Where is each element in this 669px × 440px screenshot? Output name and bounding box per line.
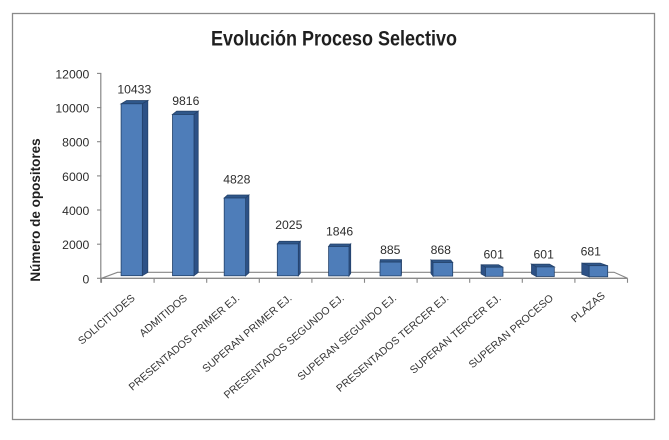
svg-text:0: 0 [83,272,90,286]
svg-text:9816: 9816 [172,94,199,108]
svg-text:601: 601 [484,248,505,262]
svg-text:2025: 2025 [275,218,302,232]
svg-text:2000: 2000 [62,238,89,252]
svg-text:10433: 10433 [117,83,151,97]
svg-text:8000: 8000 [62,136,89,150]
svg-text:681: 681 [581,244,602,258]
svg-text:10000: 10000 [55,102,89,116]
svg-text:1846: 1846 [326,224,353,238]
svg-text:4000: 4000 [62,204,89,218]
svg-text:Número de opositores: Número de opositores [28,138,43,281]
svg-text:868: 868 [431,243,452,257]
svg-text:Evolución Proceso Selectivo: Evolución Proceso Selectivo [211,27,457,51]
svg-text:601: 601 [534,248,555,262]
svg-text:4828: 4828 [223,173,250,187]
svg-text:885: 885 [380,243,401,257]
svg-text:6000: 6000 [62,170,89,184]
svg-text:12000: 12000 [55,67,89,81]
